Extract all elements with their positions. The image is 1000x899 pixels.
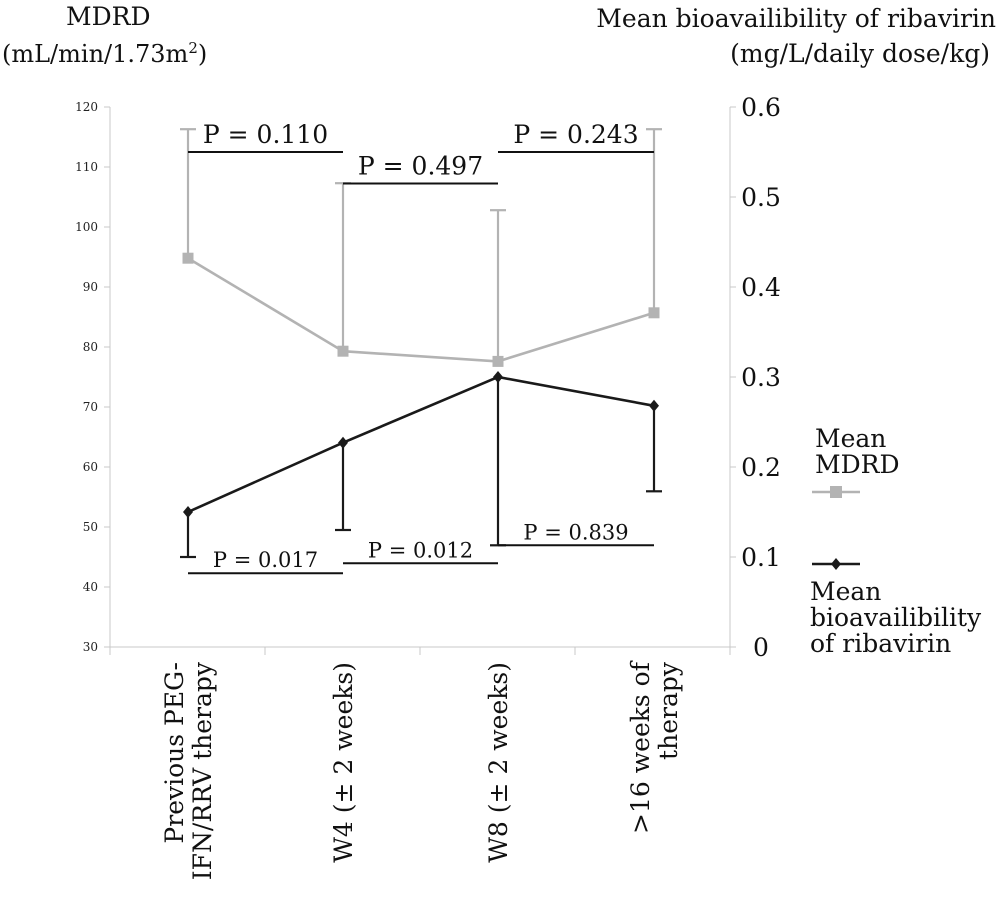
left-tick-label: 30 bbox=[83, 640, 98, 654]
x-category-label: >16 weeks of bbox=[626, 660, 655, 834]
left-axis-title: MDRD bbox=[66, 2, 151, 31]
right-axis-title: Mean bioavailibility of ribavirin bbox=[596, 4, 996, 33]
right-axis-unit: (mg/L/daily dose/kg) bbox=[730, 39, 990, 68]
legend-marker-ribavirin bbox=[831, 558, 841, 570]
x-category-label: therapy bbox=[654, 661, 683, 760]
axes: 30 40 50 60 70 80 90 100 110 120 0 0.1 0.2 0.3 0.4 0.5 0… bbox=[75, 93, 781, 880]
data-point-square bbox=[182, 252, 194, 264]
right-tick-label: 0.4 bbox=[741, 273, 781, 302]
p-value-label: P = 0.497 bbox=[358, 152, 483, 181]
right-tick-label: 0.1 bbox=[741, 543, 781, 572]
data-point-diamond bbox=[493, 371, 503, 383]
left-tick-label: 50 bbox=[83, 520, 98, 534]
p-value-annotations: P = 0.110 P = 0.243 P = 0.497 P = 0.017 P = … bbox=[188, 120, 654, 575]
comparison-top-1: P = 0.243 bbox=[498, 120, 654, 153]
right-tick-label: 0.3 bbox=[741, 363, 781, 392]
series-1 bbox=[180, 371, 662, 559]
left-tick-label: 70 bbox=[83, 400, 98, 414]
data-point-diamond bbox=[649, 399, 659, 412]
comparison-top-2: P = 0.497 bbox=[343, 152, 498, 185]
axis-titles: MDRD (mL/min/1.73m2) Mean bioavailibility … bbox=[2, 2, 996, 68]
legend-label-ribavirin: Mean bbox=[810, 577, 881, 606]
left-tick-label: 100 bbox=[75, 220, 98, 234]
comparison-bottom-2: P = 0.839 bbox=[498, 520, 654, 547]
left-tick-label: 110 bbox=[75, 160, 98, 174]
legend-label-ribavirin: bioavailibility bbox=[810, 603, 982, 632]
p-value-label: P = 0.110 bbox=[203, 120, 328, 149]
left-tick-label: 120 bbox=[75, 100, 98, 114]
x-category-label: W4 (± 2 weeks) bbox=[329, 662, 358, 863]
legend-label-mdrd: Mean bbox=[815, 424, 886, 453]
data-point-square bbox=[648, 307, 660, 319]
left-tick-label: 90 bbox=[83, 280, 98, 294]
legend-marker-mdrd bbox=[830, 486, 842, 498]
right-tick-label: 0.2 bbox=[741, 453, 781, 482]
category-separators bbox=[109, 647, 731, 655]
left-tick-label: 60 bbox=[83, 460, 98, 474]
right-tick-label: 0 bbox=[753, 633, 769, 662]
comparison-top-0: P = 0.110 bbox=[188, 120, 343, 153]
p-value-label: P = 0.012 bbox=[368, 538, 473, 562]
data-point-diamond bbox=[338, 436, 348, 449]
left-tick-label: 40 bbox=[83, 580, 98, 594]
data-point-square bbox=[492, 355, 504, 367]
legend-label-ribavirin: of ribavirin bbox=[810, 629, 951, 658]
right-tick-label: 0.6 bbox=[741, 93, 781, 122]
x-category-label: Previous PEG- bbox=[160, 662, 189, 844]
p-value-label: P = 0.017 bbox=[213, 548, 318, 572]
legend-label-mdrd: MDRD bbox=[815, 450, 900, 479]
x-category-label: W8 (± 2 weeks) bbox=[484, 662, 513, 863]
series-line bbox=[187, 257, 655, 363]
x-category-label: IFN/RRV therapy bbox=[188, 661, 217, 880]
data-point-square bbox=[337, 345, 349, 357]
series-line bbox=[187, 375, 655, 514]
left-tick-label: 80 bbox=[83, 340, 98, 354]
series-layer bbox=[180, 128, 662, 559]
data-point-diamond bbox=[183, 506, 193, 518]
comparison-bottom-0: P = 0.017 bbox=[188, 548, 343, 575]
left-axis-unit: (mL/min/1.73m2) bbox=[2, 39, 207, 68]
right-tick-label: 0.5 bbox=[741, 183, 781, 212]
p-value-label: P = 0.243 bbox=[513, 120, 638, 149]
p-value-label: P = 0.839 bbox=[523, 520, 628, 544]
comparison-bottom-1: P = 0.012 bbox=[343, 538, 498, 565]
